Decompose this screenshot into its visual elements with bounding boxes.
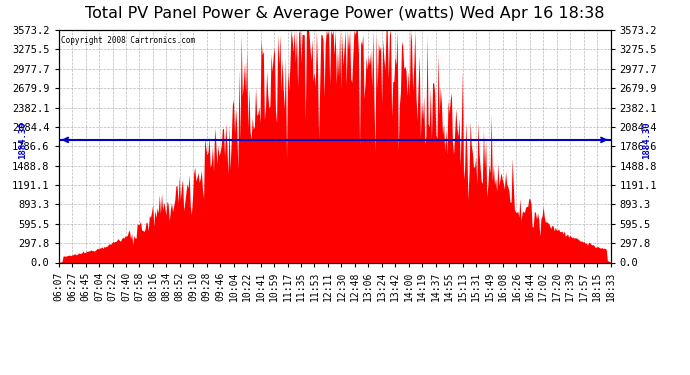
Text: Copyright 2008 Cartronics.com: Copyright 2008 Cartronics.com	[61, 36, 195, 45]
Text: 1884.30: 1884.30	[18, 121, 28, 159]
Text: 1884.30: 1884.30	[642, 121, 651, 159]
Text: Total PV Panel Power & Average Power (watts) Wed Apr 16 18:38: Total PV Panel Power & Average Power (wa…	[86, 6, 604, 21]
